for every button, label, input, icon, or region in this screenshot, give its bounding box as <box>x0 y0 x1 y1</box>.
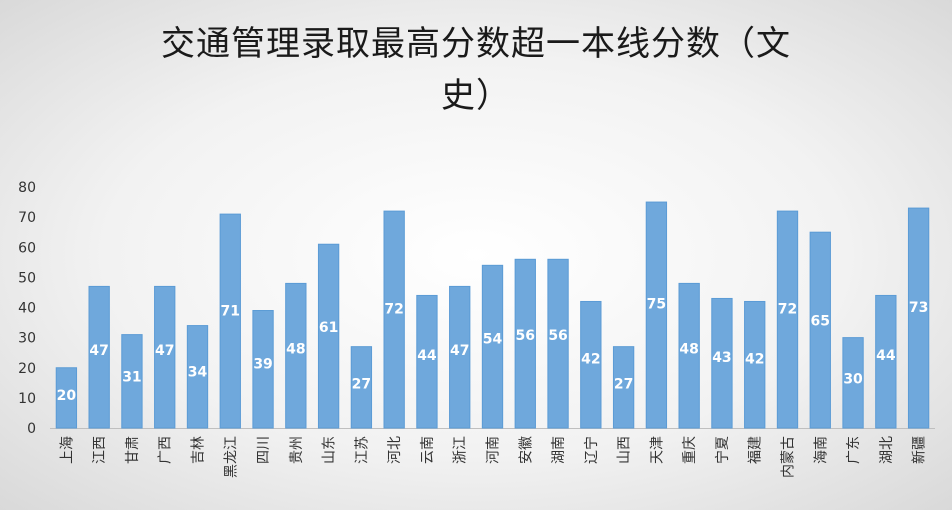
data-label: 30 <box>843 371 863 387</box>
bar <box>645 201 668 429</box>
bar <box>121 334 143 429</box>
data-label: 54 <box>483 332 503 348</box>
y-tick-label: 30 <box>18 331 36 347</box>
x-tick-label: 海南 <box>813 436 829 464</box>
bar <box>875 294 897 429</box>
bar <box>219 213 241 429</box>
x-tick-label: 广东 <box>846 436 862 464</box>
data-label: 65 <box>811 313 830 329</box>
bar <box>252 310 274 429</box>
x-tick-label: 广西 <box>158 436 174 464</box>
x-tick-label: 辽宁 <box>583 436 600 464</box>
x-tick-label: 浙江 <box>453 436 469 464</box>
chart-title-line-2: 史） <box>441 76 511 116</box>
x-tick-label: 云南 <box>420 436 436 464</box>
x-tick-label: 山西 <box>617 436 633 464</box>
chart-title: 交通管理录取最高分数超一本线分数（文 史） <box>0 18 952 122</box>
data-label: 47 <box>155 343 174 359</box>
bar <box>416 294 438 429</box>
x-tick-label: 福建 <box>748 436 764 464</box>
bar <box>744 300 766 429</box>
data-label: 27 <box>614 376 633 392</box>
x-tick-label: 宁夏 <box>714 436 731 464</box>
data-label: 42 <box>745 351 764 367</box>
data-label: 48 <box>286 341 305 357</box>
y-tick-label: 10 <box>18 391 36 407</box>
bar <box>711 297 733 429</box>
bar <box>88 285 110 429</box>
data-label: 20 <box>57 388 77 404</box>
x-tick-label: 黑龙江 <box>223 436 239 478</box>
bar <box>383 210 405 429</box>
bar <box>154 285 176 429</box>
data-label: 56 <box>516 328 535 344</box>
data-label: 44 <box>876 348 896 364</box>
data-label: 43 <box>712 350 731 366</box>
data-label: 39 <box>253 356 272 372</box>
data-label: 47 <box>89 343 108 359</box>
x-tick-label: 天津 <box>649 436 665 464</box>
bar <box>350 346 373 429</box>
x-tick-label: 河南 <box>486 436 502 464</box>
data-label: 72 <box>384 302 403 318</box>
bar <box>55 367 78 429</box>
data-label: 73 <box>909 300 928 316</box>
x-tick-label: 重庆 <box>682 436 698 464</box>
data-label: 56 <box>548 328 567 344</box>
x-tick-label: 安徽 <box>518 436 534 464</box>
x-tick-label: 上海 <box>59 436 75 464</box>
bar <box>776 210 799 429</box>
x-tick-label: 吉林 <box>191 436 207 464</box>
chart-title-line-1: 交通管理录取最高分数超一本线分数（文 <box>161 24 791 64</box>
data-label: 27 <box>352 376 371 392</box>
data-label: 31 <box>122 370 141 386</box>
x-tick-label: 贵州 <box>289 436 305 464</box>
y-tick-label: 40 <box>18 301 36 317</box>
bar <box>580 300 602 429</box>
bar <box>678 282 700 429</box>
bar <box>481 264 504 429</box>
x-tick-label: 山东 <box>322 436 338 464</box>
x-tick-label: 甘肃 <box>125 436 141 464</box>
data-label: 61 <box>319 320 338 336</box>
x-tick-label: 四川 <box>256 436 272 464</box>
bar <box>285 282 307 429</box>
bar <box>449 285 471 429</box>
bar <box>514 258 536 429</box>
data-label: 34 <box>188 365 208 381</box>
data-label: 72 <box>778 302 797 318</box>
x-tick-label: 湖南 <box>551 436 567 464</box>
y-tick-label: 0 <box>27 421 36 437</box>
bar <box>907 207 930 429</box>
y-tick-label: 50 <box>18 270 36 286</box>
bar <box>612 346 635 429</box>
bar <box>809 231 831 429</box>
x-tick-label: 内蒙古 <box>781 436 797 478</box>
y-tick-label: 80 <box>18 180 36 196</box>
bar <box>842 337 864 429</box>
x-tick-label: 新疆 <box>912 436 928 464</box>
y-tick-label: 20 <box>18 361 36 377</box>
bar <box>547 258 569 429</box>
bar <box>186 325 209 429</box>
x-tick-label: 江苏 <box>354 436 370 464</box>
bar <box>317 243 340 429</box>
data-label: 47 <box>450 343 469 359</box>
y-tick-label: 70 <box>18 210 36 226</box>
data-label: 48 <box>679 341 698 357</box>
data-label: 44 <box>417 348 437 364</box>
data-label: 42 <box>581 351 600 367</box>
x-tick-label: 江西 <box>92 436 108 464</box>
data-label: 71 <box>221 303 240 319</box>
x-tick-label: 湖北 <box>879 436 895 464</box>
x-tick-label: 河北 <box>387 436 403 464</box>
y-tick-label: 60 <box>18 240 36 256</box>
data-label: 75 <box>647 297 666 313</box>
